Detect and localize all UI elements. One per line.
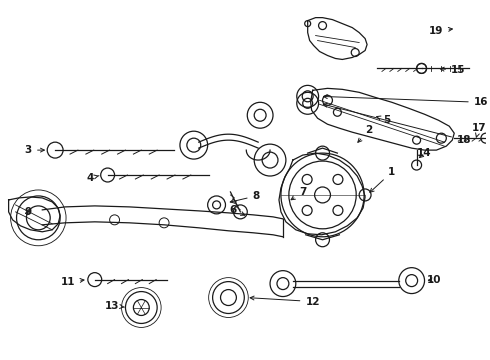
Text: 12: 12 <box>250 296 320 306</box>
Text: 3: 3 <box>25 145 45 155</box>
Text: 4: 4 <box>86 173 99 183</box>
Text: 13: 13 <box>104 301 124 311</box>
Text: 11: 11 <box>61 276 84 287</box>
Text: 7: 7 <box>291 187 306 200</box>
Text: 8: 8 <box>230 191 260 203</box>
Text: 15: 15 <box>440 66 465 76</box>
Text: 5: 5 <box>377 115 391 125</box>
Text: 2: 2 <box>358 125 373 142</box>
Text: 18: 18 <box>323 103 471 145</box>
Text: 19: 19 <box>429 26 452 36</box>
Text: 6: 6 <box>230 205 245 215</box>
Text: 14: 14 <box>417 148 432 158</box>
Text: 1: 1 <box>370 167 395 192</box>
Text: 10: 10 <box>427 275 441 285</box>
Text: 17: 17 <box>472 123 486 137</box>
Text: 16: 16 <box>323 95 488 107</box>
Text: 9: 9 <box>25 207 32 217</box>
